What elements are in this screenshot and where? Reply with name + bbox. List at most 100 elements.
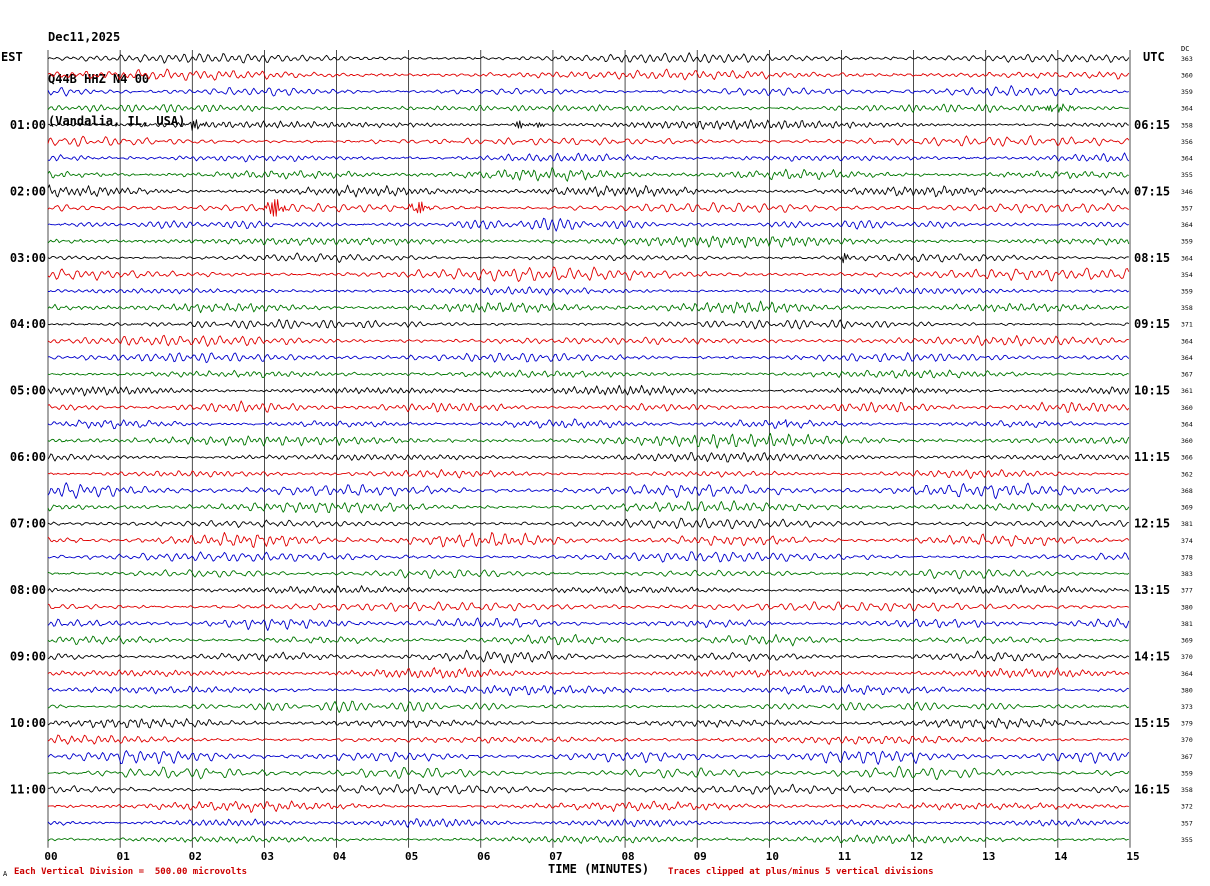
trace-row-23 <box>47 432 1130 449</box>
dc-value: 364 <box>1181 105 1193 113</box>
dc-value: 360 <box>1181 404 1193 412</box>
trace-row-10 <box>47 217 1129 232</box>
header-date: Dec11,2025 <box>48 30 121 44</box>
trace-row-30 <box>47 551 1130 563</box>
hour-label-left: 07:00 <box>10 517 46 531</box>
trace-row-35 <box>47 633 1130 647</box>
trace-row-38 <box>47 684 1129 697</box>
hour-label-left: 05:00 <box>10 384 46 398</box>
trace-row-29 <box>47 531 1130 548</box>
trace-row-43 <box>47 765 1130 781</box>
corner-mark: A <box>3 870 8 878</box>
dc-value: 358 <box>1181 304 1193 312</box>
trace-row-2 <box>47 85 1129 97</box>
dc-value: 364 <box>1181 420 1193 428</box>
trace-row-37 <box>47 667 1130 679</box>
dc-value: 364 <box>1181 155 1193 163</box>
trace-row-22 <box>47 418 1129 430</box>
dc-value: 364 <box>1181 254 1193 262</box>
hour-label-left: 03:00 <box>10 251 46 265</box>
minute-tick-label: 02 <box>189 850 202 863</box>
hour-label-right: 13:15 <box>1134 583 1170 597</box>
dc-value: 358 <box>1181 121 1193 129</box>
hour-label-left: 11:00 <box>10 783 46 797</box>
minute-tick-label: 14 <box>1054 850 1068 863</box>
hour-label-left: 02:00 <box>10 184 46 198</box>
trace-row-34 <box>47 617 1130 631</box>
trace-row-8 <box>47 184 1130 198</box>
left-timezone-label: EST <box>1 50 23 64</box>
hour-label-left: 06:00 <box>10 450 46 464</box>
minute-tick-label: 12 <box>910 850 923 863</box>
trace-row-18 <box>47 352 1130 364</box>
dc-value: 364 <box>1181 337 1193 345</box>
hour-label-right: 14:15 <box>1134 650 1170 664</box>
hour-label-left: 09:00 <box>10 650 46 664</box>
trace-row-47 <box>47 834 1129 844</box>
dc-value: 359 <box>1181 238 1193 246</box>
clip-note: Traces clipped at plus/minus 5 vertical … <box>668 867 934 877</box>
minute-tick-label: 10 <box>766 850 779 863</box>
hour-label-right: 09:15 <box>1134 317 1170 331</box>
trace-row-24 <box>47 452 1130 463</box>
dc-value: 357 <box>1181 204 1193 212</box>
trace-row-27 <box>47 500 1130 514</box>
dc-value: 362 <box>1181 470 1193 478</box>
minute-tick-label: 04 <box>333 850 347 863</box>
dc-value: 366 <box>1181 454 1193 462</box>
hour-label-left: 08:00 <box>10 583 46 597</box>
dc-value: 359 <box>1181 88 1193 96</box>
trace-row-16 <box>47 318 1130 330</box>
dc-value: 357 <box>1181 819 1193 827</box>
dc-value: 383 <box>1181 570 1193 578</box>
hour-label-right: 16:15 <box>1134 783 1170 797</box>
trace-row-21 <box>47 400 1130 413</box>
trace-row-6 <box>47 152 1130 163</box>
dc-value: 361 <box>1181 387 1193 395</box>
dc-value: 380 <box>1181 686 1193 694</box>
minute-tick-label: 01 <box>117 850 131 863</box>
trace-row-39 <box>47 700 1130 713</box>
trace-row-0 <box>47 52 1130 64</box>
trace-row-41 <box>47 734 1129 745</box>
dc-value: 381 <box>1181 520 1193 528</box>
minute-tick-label: 03 <box>261 850 274 863</box>
minute-tick-label: 13 <box>982 850 995 863</box>
dc-value: 369 <box>1181 504 1193 512</box>
trace-row-9 <box>47 199 1130 217</box>
hour-label-right: 07:15 <box>1134 184 1170 198</box>
dc-value: 356 <box>1181 138 1193 146</box>
trace-row-7 <box>47 167 1129 182</box>
hour-label-right: 11:15 <box>1134 450 1170 464</box>
trace-row-12 <box>47 252 1129 264</box>
dc-value: 360 <box>1181 71 1193 79</box>
dc-value: 346 <box>1181 188 1193 196</box>
trace-row-4 <box>48 119 1129 132</box>
minute-tick-label: 09 <box>694 850 707 863</box>
right-timezone-label: UTC <box>1143 50 1165 64</box>
trace-row-32 <box>47 584 1130 595</box>
hour-label-right: 06:15 <box>1134 118 1170 132</box>
dc-value: 380 <box>1181 603 1193 611</box>
hour-label-right: 15:15 <box>1134 716 1170 730</box>
hour-label-right: 12:15 <box>1134 517 1170 531</box>
trace-row-19 <box>47 369 1129 379</box>
dc-value: 374 <box>1181 537 1193 545</box>
trace-row-25 <box>47 469 1129 479</box>
trace-row-11 <box>47 235 1130 249</box>
hour-label-left: 10:00 <box>10 716 46 730</box>
trace-row-3 <box>47 103 1129 113</box>
dc-value: 372 <box>1181 803 1193 811</box>
dc-value: 364 <box>1181 670 1193 678</box>
dc-value: 370 <box>1181 736 1193 744</box>
dc-value: 358 <box>1181 786 1193 794</box>
trace-row-13 <box>47 266 1130 282</box>
trace-row-14 <box>48 286 1130 296</box>
dc-value: 363 <box>1181 55 1193 63</box>
dc-value: 379 <box>1181 720 1193 728</box>
trace-row-5 <box>47 135 1130 147</box>
trace-row-46 <box>47 818 1130 828</box>
trace-row-1 <box>47 68 1130 81</box>
